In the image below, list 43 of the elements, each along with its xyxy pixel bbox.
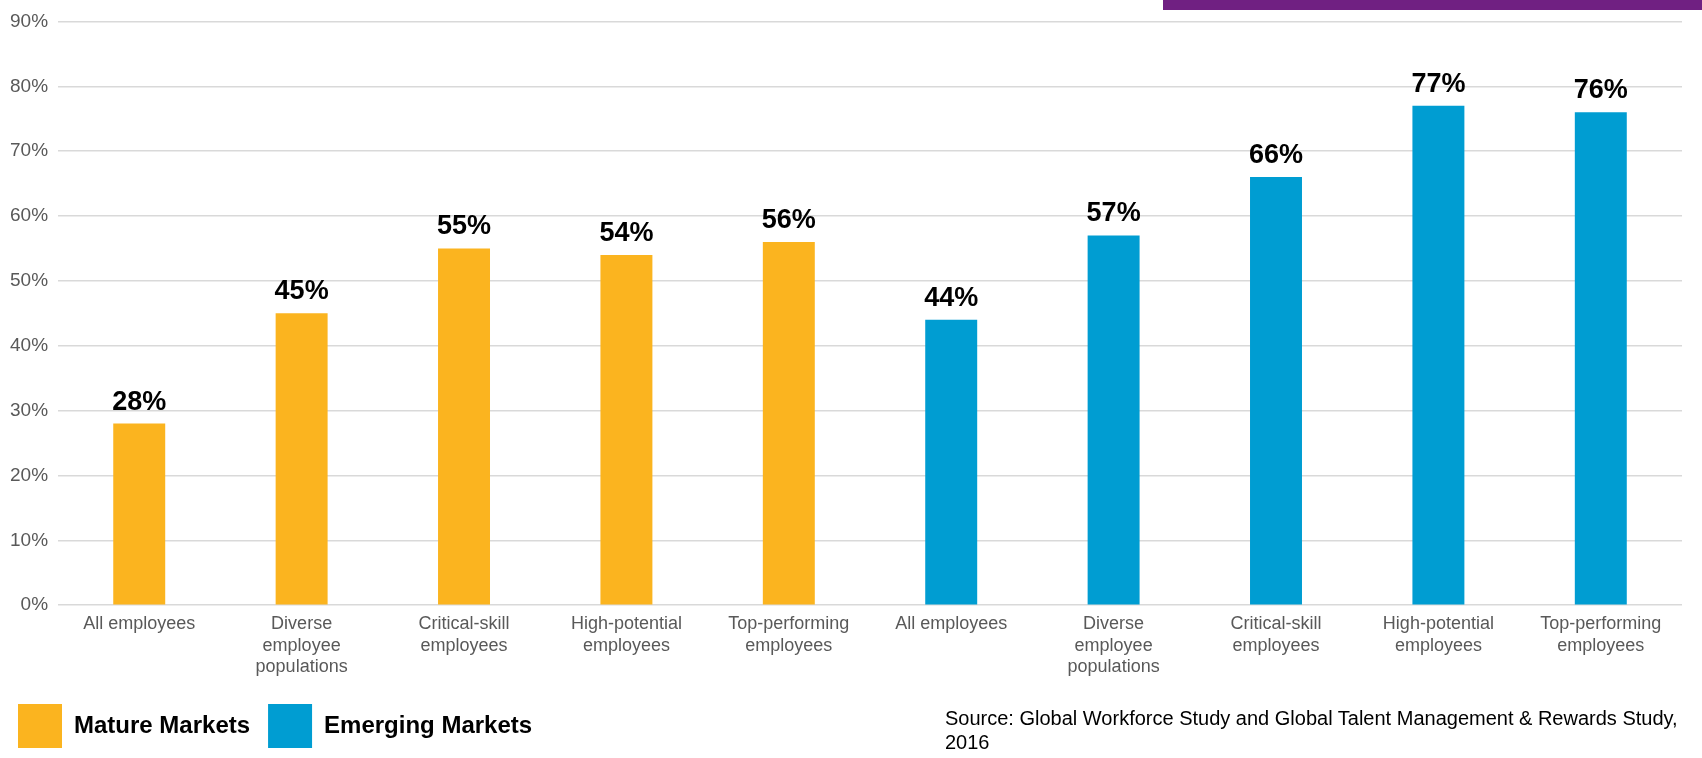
x-tick-label: Diverse employee populations <box>1067 612 1160 677</box>
legend-label: Emerging Markets <box>324 710 533 738</box>
data-label: 57% <box>1086 197 1141 228</box>
y-tick-label: 80% <box>10 74 49 96</box>
y-tick-label: 60% <box>10 204 49 226</box>
y-tick-label: 30% <box>10 398 49 420</box>
bar <box>925 319 978 605</box>
source-note: Source: Global Workforce Study and Global Talent Management & Rewards Study, 2016 <box>945 706 1679 754</box>
y-tick-label: 50% <box>10 269 49 291</box>
bar <box>1412 105 1465 605</box>
x-tick-label: All employees <box>83 612 196 633</box>
data-label: 55% <box>437 210 492 241</box>
y-tick-label: 40% <box>10 333 49 355</box>
bar <box>275 313 328 605</box>
x-tick-label: High-potential employees <box>1382 612 1494 655</box>
x-tick-label: Top-performing employees <box>728 612 850 655</box>
y-tick-label: 0% <box>20 593 49 615</box>
bar <box>1087 235 1140 605</box>
data-label: 76% <box>1573 74 1628 105</box>
y-tick-label: 10% <box>10 528 49 550</box>
data-label: 56% <box>761 203 816 234</box>
x-tick-label: Top-performing employees <box>1540 612 1662 655</box>
y-tick-label: 90% <box>10 9 49 31</box>
data-label: 28% <box>112 385 167 416</box>
x-tick-label: All employees <box>895 612 1008 633</box>
x-tick-label: Diverse employee populations <box>255 612 348 677</box>
bar <box>762 241 815 605</box>
data-label: 66% <box>1248 139 1304 170</box>
bar <box>438 248 490 605</box>
bar <box>600 254 653 605</box>
bar <box>1250 177 1302 605</box>
bar <box>113 423 166 605</box>
data-label: 77% <box>1411 67 1466 98</box>
data-label: 54% <box>599 216 654 247</box>
data-label: 44% <box>924 281 979 312</box>
y-tick-label: 70% <box>10 139 49 161</box>
x-tick-label: Critical-skill employees <box>418 612 510 655</box>
x-tick-label: Critical-skill employees <box>1230 612 1322 655</box>
data-label: 45% <box>274 275 329 306</box>
bar <box>1574 112 1627 605</box>
x-tick-label: High-potential employees <box>570 612 682 655</box>
y-tick-label: 20% <box>10 463 49 485</box>
legend-label: Mature Markets <box>74 710 251 738</box>
